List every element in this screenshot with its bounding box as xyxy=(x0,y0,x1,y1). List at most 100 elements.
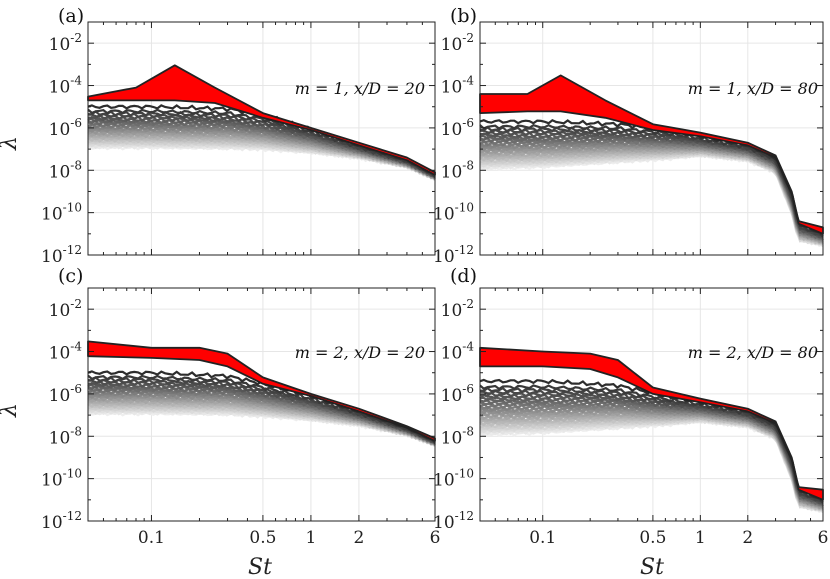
y-tick-exponent: -2 xyxy=(70,297,82,311)
y-tick-label: 10-10 xyxy=(433,201,474,225)
panel-label-d: (d) xyxy=(450,265,477,287)
y-tick-base: 10 xyxy=(441,428,463,448)
y-tick-base: 10 xyxy=(49,301,71,321)
y-tick-label: 10-4 xyxy=(441,340,475,364)
y-tick-base: 10 xyxy=(41,205,63,225)
x-tick-label: 0.5 xyxy=(249,528,276,548)
y-tick-base: 10 xyxy=(433,247,455,267)
x-tick-label: 6 xyxy=(818,528,829,548)
annotation-a: m = 1, x/D = 20 xyxy=(295,79,425,98)
x-tick-label: 0.5 xyxy=(639,528,666,548)
y-tick-base: 10 xyxy=(441,344,463,364)
y-tick-exponent: -4 xyxy=(70,74,82,88)
y-tick-label: 10-12 xyxy=(41,243,82,267)
y-tick-base: 10 xyxy=(433,471,455,491)
y-tick-exponent: -6 xyxy=(462,116,474,130)
y-tick-exponent: -12 xyxy=(63,509,82,523)
y-tick-base: 10 xyxy=(441,301,463,321)
y-tick-label: 10-4 xyxy=(49,74,83,98)
y-tick-label: 10-2 xyxy=(49,31,82,55)
annotation-c: m = 2, x/D = 20 xyxy=(295,343,425,362)
suboptimal-mode-line xyxy=(479,130,824,239)
y-tick-base: 10 xyxy=(441,78,463,98)
panel-label-b: (b) xyxy=(450,5,477,27)
suboptimal-mode-line xyxy=(479,391,824,505)
y-tick-label: 10-12 xyxy=(433,243,474,267)
y-tick-label: 10-12 xyxy=(433,509,474,533)
suboptimal-mode-line xyxy=(87,108,436,178)
suboptimal-mode-line xyxy=(479,123,824,238)
y-tick-label: 10-6 xyxy=(49,382,82,406)
y-tick-exponent: -10 xyxy=(63,201,82,215)
y-tick-base: 10 xyxy=(49,78,71,98)
y-tick-base: 10 xyxy=(433,205,455,225)
y-tick-exponent: -6 xyxy=(70,116,82,130)
y-tick-exponent: -12 xyxy=(455,509,474,523)
y-tick-exponent: -4 xyxy=(462,340,474,354)
y-tick-exponent: -2 xyxy=(70,31,82,45)
y-tick-label: 10-4 xyxy=(441,74,475,98)
y-tick-exponent: -8 xyxy=(462,158,474,172)
x-tick-label: 1 xyxy=(695,528,706,548)
panel-label-a: (a) xyxy=(58,5,84,27)
y-tick-base: 10 xyxy=(49,344,71,364)
y-tick-label: 10-6 xyxy=(441,116,474,140)
y-tick-exponent: -8 xyxy=(462,424,474,438)
y-tick-label: 10-8 xyxy=(49,424,82,448)
axes-frame xyxy=(87,287,436,522)
y-tick-label: 10-10 xyxy=(41,467,82,491)
panel-label-c: (c) xyxy=(58,265,83,287)
y-tick-label: 10-10 xyxy=(41,201,82,225)
x-tick-label: 0.1 xyxy=(138,528,165,548)
y-tick-exponent: -2 xyxy=(462,297,474,311)
y-tick-exponent: -6 xyxy=(70,382,82,396)
y-tick-label: 10-8 xyxy=(441,424,474,448)
x-tick-label: 1 xyxy=(306,528,317,548)
y-tick-label: 10-6 xyxy=(441,382,474,406)
annotation-d: m = 2, x/D = 80 xyxy=(688,343,818,362)
annotation-b: m = 1, x/D = 80 xyxy=(688,79,818,98)
x-tick-label: 0.1 xyxy=(529,528,556,548)
y-tick-label: 10-8 xyxy=(49,158,82,182)
y-tick-exponent: -10 xyxy=(455,201,474,215)
y-tick-exponent: -12 xyxy=(63,243,82,257)
suboptimal-mode-line xyxy=(87,379,436,444)
y-tick-label: 10-12 xyxy=(41,509,82,533)
y-tick-label: 10-6 xyxy=(49,116,82,140)
y-tick-exponent: -6 xyxy=(462,382,474,396)
x-tick-label: 2 xyxy=(742,528,753,548)
y-tick-base: 10 xyxy=(41,471,63,491)
y-tick-exponent: -4 xyxy=(70,340,82,354)
x-tick-label: 2 xyxy=(354,528,365,548)
y-tick-exponent: -10 xyxy=(455,467,474,481)
y-tick-label: 10-2 xyxy=(441,297,474,321)
y-tick-exponent: -10 xyxy=(63,467,82,481)
y-tick-base: 10 xyxy=(41,247,63,267)
y-tick-base: 10 xyxy=(41,513,63,533)
y-tick-exponent: -12 xyxy=(455,243,474,257)
y-axis-label-top: λ xyxy=(0,136,22,151)
y-tick-base: 10 xyxy=(49,120,71,140)
y-axis-label-bottom: λ xyxy=(0,403,22,418)
x-axis-label-left: St xyxy=(248,555,272,579)
y-tick-label: 10-4 xyxy=(49,340,83,364)
y-tick-base: 10 xyxy=(441,162,463,182)
y-tick-base: 10 xyxy=(49,35,71,55)
y-tick-base: 10 xyxy=(441,120,463,140)
y-tick-label: 10-10 xyxy=(433,467,474,491)
y-tick-exponent: -2 xyxy=(462,31,474,45)
y-tick-base: 10 xyxy=(433,513,455,533)
x-axis-label-right: St xyxy=(640,555,664,579)
axes-frame xyxy=(479,287,824,522)
axes-frame xyxy=(87,21,436,256)
y-tick-base: 10 xyxy=(441,35,463,55)
y-tick-label: 10-2 xyxy=(49,297,82,321)
suboptimal-mode-line xyxy=(87,374,436,444)
y-tick-base: 10 xyxy=(441,386,463,406)
x-tick-label: 6 xyxy=(430,528,441,548)
